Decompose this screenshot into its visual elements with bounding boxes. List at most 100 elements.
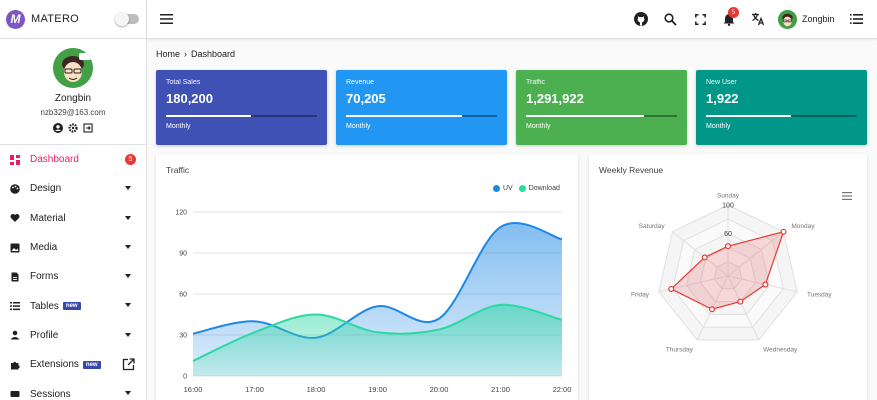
- stat-card-total-sales: Total Sales 180,200 Monthly: [156, 70, 327, 145]
- sidebar-item-label: Design: [30, 183, 62, 195]
- radar-point: [725, 243, 732, 250]
- search-icon[interactable]: [663, 12, 677, 26]
- gear-icon[interactable]: [68, 122, 79, 133]
- sidebar-item-material[interactable]: Material: [0, 204, 146, 233]
- radar-tick-label: 100: [722, 203, 734, 210]
- stat-footer: Monthly: [346, 123, 371, 130]
- y-tick-label: 30: [179, 333, 187, 340]
- person-icon: [10, 330, 20, 340]
- chevron-down-icon: [125, 186, 131, 191]
- open-in-new-icon: [122, 358, 135, 376]
- sidebar-item-label: Tables: [30, 300, 59, 312]
- radar-chart: Sunday Monday Tuesday Wednesday Thursday Frid…: [631, 193, 832, 354]
- x-tick-label: 21:00: [491, 385, 510, 394]
- chevron-down-icon: [125, 244, 131, 249]
- radar-point: [708, 306, 715, 313]
- sidebar-item-dashboard[interactable]: Dashboard 5: [0, 145, 146, 174]
- x-tick-label: 18:00: [307, 385, 326, 394]
- breadcrumb-home[interactable]: Home: [156, 49, 181, 59]
- stat-title: Traffic: [526, 79, 546, 86]
- chart-title: Weekly Revenue: [599, 165, 664, 175]
- legend-swatch-download: [518, 185, 526, 192]
- stat-card-traffic: Traffic 1,291,922 Monthly: [516, 70, 687, 145]
- chevron-down-icon: [125, 391, 131, 396]
- stat-card-revenue: Revenue 70,205 Monthly: [336, 70, 507, 145]
- brand: M MATERO: [0, 0, 146, 39]
- puzzle-icon: [10, 360, 20, 370]
- fullscreen-icon[interactable]: [693, 12, 707, 26]
- x-tick-label: 22:00: [553, 385, 572, 394]
- sidebar-item-label: Profile: [30, 329, 59, 341]
- sidebar-item-sessions[interactable]: Sessions: [0, 379, 146, 400]
- radar-point: [701, 254, 708, 261]
- radar-point: [668, 285, 675, 292]
- radar-axis-label: Sunday: [717, 193, 740, 200]
- app-name: MATERO: [31, 13, 80, 25]
- weekly-revenue-card: Weekly Revenue Sunday Monday Tuesday Wednes…: [589, 154, 867, 400]
- list-menu-icon[interactable]: [849, 12, 863, 26]
- sidebar: M MATERO Zongbin nzb329@163.com: [0, 0, 147, 400]
- chevron-down-icon: [125, 332, 131, 337]
- radar-axis-label: Thursday: [666, 346, 694, 353]
- stat-title: Revenue: [346, 79, 375, 86]
- heart-icon: [10, 213, 20, 223]
- sidebar-item-profile[interactable]: Profile: [0, 321, 146, 350]
- github-icon[interactable]: [634, 12, 648, 26]
- radar-point: [762, 281, 769, 288]
- stat-value: 70,205: [346, 91, 386, 106]
- account-icon[interactable]: [53, 122, 64, 133]
- radar-spoke: [727, 231, 784, 277]
- sidebar-item-extensions[interactable]: Extensions new: [0, 350, 146, 379]
- chevron-down-icon: [125, 303, 131, 308]
- radar-axis-label: Friday: [631, 292, 650, 299]
- radar-spoke: [727, 275, 760, 341]
- stat-progress: [166, 115, 317, 117]
- legend-swatch-uv: [493, 185, 500, 192]
- stat-card-new-user: New User 1,922 Monthly: [696, 70, 867, 145]
- radar-axis-label: Wednesday: [763, 346, 798, 353]
- radar-area: [670, 230, 785, 310]
- sidebar-item-design[interactable]: Design: [0, 174, 146, 203]
- theme-toggle[interactable]: [115, 12, 139, 26]
- toggle-knob[interactable]: [115, 12, 129, 26]
- logout-icon[interactable]: [83, 122, 94, 133]
- logo-icon: M: [6, 9, 25, 29]
- sidebar-item-forms[interactable]: Forms: [0, 262, 146, 291]
- stat-value: 1,291,922: [526, 91, 584, 106]
- menu-icon[interactable]: [159, 12, 173, 26]
- sidebar-item-label: Forms: [30, 271, 59, 283]
- dashboard-icon: [10, 154, 20, 165]
- avatar[interactable]: [778, 10, 797, 29]
- stat-value: 1,922: [706, 91, 739, 106]
- stat-progress: [346, 115, 497, 117]
- sidebar-menu: Dashboard 5 Design Material Media Forms …: [0, 145, 146, 400]
- image-icon: [10, 243, 20, 253]
- legend-uv[interactable]: UV: [503, 185, 513, 192]
- traffic-chart: 0 30 60 90 120 16:00 17:00 18:00 19:00 20:00 21:00…: [175, 210, 572, 395]
- x-tick-label: 17:00: [245, 385, 264, 394]
- y-tick-label: 60: [179, 292, 187, 299]
- y-tick-label: 90: [179, 251, 187, 258]
- traffic-card: Traffic UV Download 0 30 60 90 120 16:00 17:00…: [156, 154, 578, 400]
- chevron-right-icon: ›: [184, 49, 188, 59]
- sidebar-item-media[interactable]: Media: [0, 233, 146, 262]
- avatar[interactable]: [53, 48, 93, 88]
- x-tick-label: 19:00: [368, 385, 387, 394]
- stat-footer: Monthly: [526, 123, 551, 130]
- chart-menu-icon[interactable]: [842, 187, 852, 205]
- user-panel: Zongbin nzb329@163.com: [0, 39, 146, 145]
- translate-icon[interactable]: [751, 12, 765, 26]
- chart-title: Traffic: [166, 165, 190, 175]
- user-actions: [53, 122, 94, 133]
- stat-value: 180,200: [166, 91, 213, 106]
- dashboard-count-badge: 5: [125, 154, 136, 165]
- series-line-uv: [192, 222, 563, 339]
- sidebar-item-tables[interactable]: Tables new: [0, 291, 146, 320]
- user-menu-name[interactable]: Zongbin: [802, 14, 835, 24]
- sidebar-item-label: Material: [30, 212, 66, 224]
- stat-progress-fill: [346, 115, 463, 117]
- legend-download[interactable]: Download: [528, 185, 560, 192]
- x-tick-label: 20:00: [430, 385, 449, 394]
- series-area-download: [193, 304, 562, 376]
- sidebar-item-label: Media: [30, 242, 58, 254]
